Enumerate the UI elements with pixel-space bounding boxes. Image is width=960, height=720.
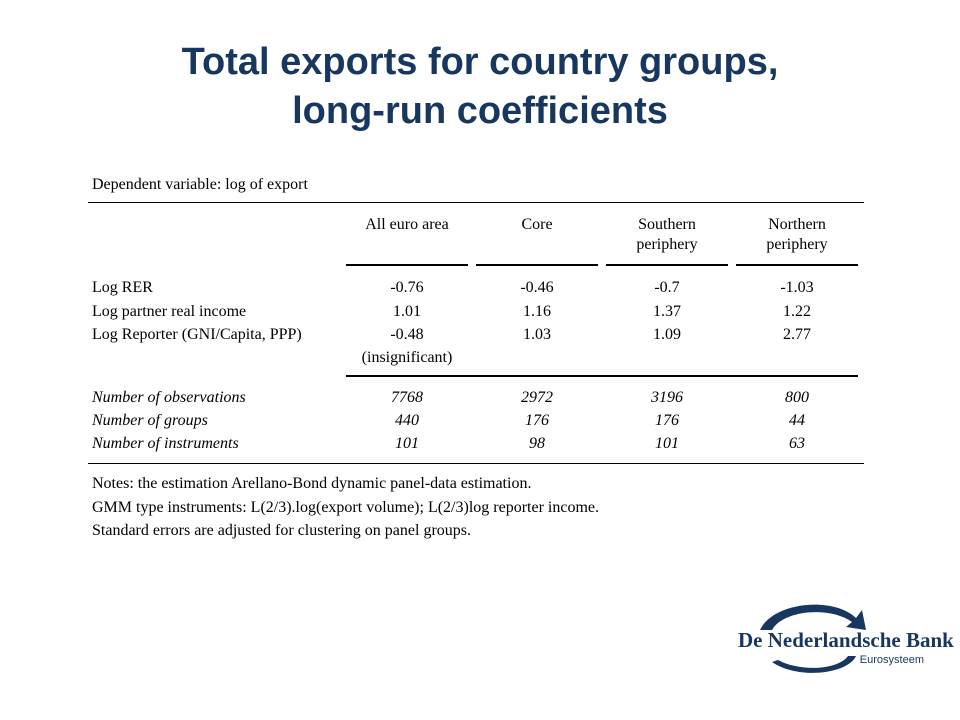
table-bottom-rule [88, 463, 864, 464]
table-cell: 1.22 [783, 303, 811, 320]
header-northern-periphery: Northern periphery [766, 216, 828, 253]
header-rule [346, 264, 468, 266]
table-cell: -0.7 [654, 279, 680, 296]
slide-title: Total exports for country groups, long-r… [0, 38, 960, 136]
stats-rule [346, 375, 858, 377]
table-cell: 176 [525, 412, 549, 429]
row-label: Number of observations [92, 389, 246, 406]
slide-title-line-2: long-run coefficients [292, 90, 668, 132]
row-label: Log RER [92, 279, 153, 296]
row-label: Log Reporter (GNI/Capita, PPP) [92, 326, 302, 343]
table-cell: 1.01 [393, 303, 421, 320]
table-cell: 176 [655, 412, 679, 429]
header-rule [736, 264, 858, 266]
table-cell: -0.46 [520, 279, 554, 296]
dnb-logo-subtitle: Eurosysteem [859, 654, 924, 666]
row-label: Number of instruments [92, 435, 239, 452]
table-cell: -1.03 [780, 279, 814, 296]
dnb-logo-swoosh [760, 604, 866, 673]
dependent-variable-label: Dependent variable: log of export [92, 176, 308, 193]
table-cell: 1.16 [523, 303, 551, 320]
insignificant-note: (insignificant) [361, 349, 453, 366]
dnb-logo-name: De Nederlandsche Bank [738, 628, 954, 652]
header-all-euro-area: All euro area [365, 216, 449, 233]
table-note: Notes: the estimation Arellano-Bond dyna… [92, 475, 532, 492]
table-cell: 101 [655, 435, 679, 452]
table-cell: 7768 [391, 389, 423, 406]
table-cell: 44 [789, 412, 805, 429]
header-southern-periphery: Southern periphery [636, 216, 698, 253]
table-cell: 2.77 [783, 326, 811, 343]
slide-title-line-1: Total exports for country groups, [181, 41, 779, 83]
header-core: Core [521, 216, 553, 233]
table-cell: 63 [789, 435, 805, 452]
table-top-rule [88, 202, 864, 203]
table-note: GMM type instruments: L(2/3).log(export … [92, 499, 599, 516]
table-cell: 1.03 [523, 326, 551, 343]
table-cell: 3196 [651, 389, 683, 406]
table-cell: 800 [785, 389, 809, 406]
table-cell: 101 [395, 435, 419, 452]
table-cell: 440 [395, 412, 419, 429]
header-rule [476, 264, 598, 266]
table-cell: -0.48 [390, 326, 424, 343]
header-rule [606, 264, 728, 266]
table-cell: 1.09 [653, 326, 681, 343]
table-cell: -0.76 [390, 279, 424, 296]
table-cell: 2972 [521, 389, 553, 406]
row-label: Log partner real income [92, 303, 247, 320]
row-label: Number of groups [92, 412, 208, 429]
table-note: Standard errors are adjusted for cluster… [92, 522, 471, 539]
table-cell: 98 [529, 435, 545, 452]
dnb-logo: De Nederlandsche Bank Eurosysteem [738, 600, 954, 680]
table-cell: 1.37 [653, 303, 681, 320]
